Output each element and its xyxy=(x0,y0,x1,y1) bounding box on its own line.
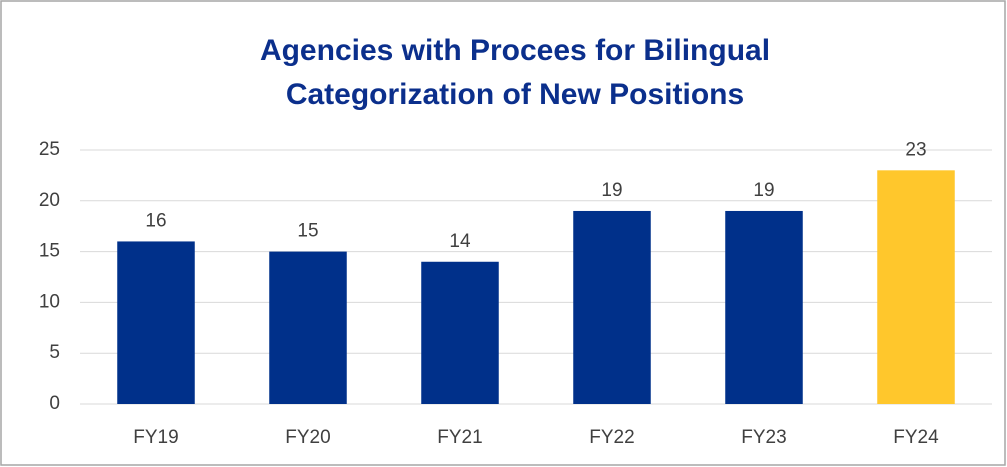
value-label: 19 xyxy=(753,180,774,201)
bar xyxy=(725,210,803,404)
chart-title: Agencies with Procees for Bilingual xyxy=(260,34,770,67)
value-label: 16 xyxy=(145,210,166,231)
value-label: 23 xyxy=(905,139,926,160)
x-tick-label: FY24 xyxy=(893,427,939,448)
y-tick-label: 10 xyxy=(39,291,60,312)
y-tick-label: 15 xyxy=(39,241,60,262)
bar xyxy=(421,261,499,404)
y-tick-label: 25 xyxy=(39,139,60,160)
chart-title: Categorization of New Positions xyxy=(286,78,744,111)
x-tick-label: FY19 xyxy=(133,427,178,448)
x-tick-label: FY20 xyxy=(285,427,330,448)
value-label: 14 xyxy=(449,231,471,252)
bar xyxy=(877,170,955,404)
x-tick-label: FY23 xyxy=(741,427,786,448)
y-tick-label: 5 xyxy=(49,342,60,363)
bar xyxy=(269,251,347,404)
bar xyxy=(117,241,195,404)
y-tick-label: 20 xyxy=(39,190,60,211)
value-label: 19 xyxy=(601,180,622,201)
y-tick-label: 0 xyxy=(49,393,60,414)
bar xyxy=(573,210,651,404)
x-tick-label: FY21 xyxy=(437,427,482,448)
x-tick-label: FY22 xyxy=(589,427,634,448)
value-label: 15 xyxy=(297,221,318,242)
